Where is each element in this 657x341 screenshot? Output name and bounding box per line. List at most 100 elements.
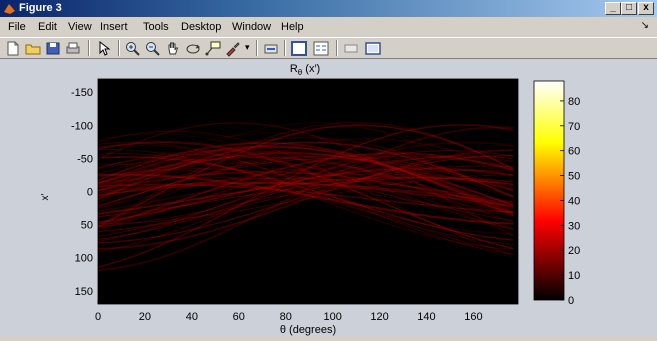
toolbar-separator xyxy=(284,40,286,56)
zoom-out-icon[interactable] xyxy=(144,40,162,57)
menu-window[interactable]: Window xyxy=(232,21,272,33)
sinogram-trace xyxy=(98,159,514,229)
sinogram-trace xyxy=(98,156,514,238)
close-button[interactable]: x xyxy=(638,2,654,15)
sinogram-trace xyxy=(98,180,514,217)
minimize-button[interactable]: _ xyxy=(605,2,621,15)
colorbar-tick-label: 80 xyxy=(568,96,580,108)
menu-help[interactable]: Help xyxy=(281,21,304,33)
sinogram-trace xyxy=(98,153,514,231)
x-tick-label: 0 xyxy=(95,311,101,323)
print-icon[interactable] xyxy=(64,40,82,57)
sinogram-trace xyxy=(98,165,514,233)
sinogram-trace xyxy=(98,142,514,217)
sinogram-trace xyxy=(98,150,514,230)
sinogram-trace xyxy=(98,163,514,236)
x-tick-label: 40 xyxy=(186,311,198,323)
menu-desktop[interactable]: Desktop xyxy=(181,21,222,33)
link-icon[interactable] xyxy=(262,40,280,57)
sinogram-trace xyxy=(98,169,514,228)
x-axis: 0 20 40 60 80 100 120 140 160 xyxy=(95,300,483,323)
sinogram-trace xyxy=(98,177,514,218)
sinogram-trace xyxy=(98,155,514,230)
sinogram-trace xyxy=(98,141,514,253)
sinogram-trace xyxy=(98,126,514,216)
x-axis-label: θ (degrees) xyxy=(280,324,336,336)
brush-icon[interactable] xyxy=(224,40,242,57)
zoom-in-icon[interactable] xyxy=(124,40,142,57)
sinogram-trace xyxy=(98,122,514,226)
sinogram-trace xyxy=(98,161,514,216)
rotate-3d-icon[interactable] xyxy=(184,40,202,57)
colorbar[interactable] xyxy=(533,80,565,301)
sinogram-trace xyxy=(98,174,514,225)
colorbar-tick-label: 40 xyxy=(568,195,580,207)
sinogram-trace xyxy=(98,182,514,204)
sinogram-trace xyxy=(98,155,514,244)
sinogram-trace xyxy=(98,132,514,215)
sinogram-trace xyxy=(98,155,514,241)
sinogram-trace xyxy=(98,181,514,207)
sinogram-trace xyxy=(98,156,514,241)
legend-toggle-icon[interactable] xyxy=(312,40,330,57)
maximize-button[interactable]: □ xyxy=(621,2,637,15)
sinogram-trace xyxy=(98,141,514,250)
colorbar-tick-label: 0 xyxy=(568,295,574,307)
colorbar-tick-label: 30 xyxy=(568,220,580,232)
sinogram-trace xyxy=(98,122,514,237)
sinogram-trace xyxy=(98,142,514,249)
sinogram-trace xyxy=(98,177,514,203)
colorbar-toggle-icon[interactable] xyxy=(290,40,308,57)
heatmap-plot-area[interactable] xyxy=(98,79,518,304)
sinogram-trace xyxy=(98,138,514,226)
brush-dropdown-icon[interactable]: ▾ xyxy=(245,42,250,52)
menu-edit[interactable]: Edit xyxy=(38,21,57,33)
pan-hand-icon[interactable] xyxy=(164,40,182,57)
y-tick-label: 0 xyxy=(87,187,93,199)
menu-file[interactable]: File xyxy=(8,21,26,33)
sinogram-trace xyxy=(98,168,514,231)
hide-plot-tools-icon[interactable] xyxy=(342,40,360,57)
sinogram-trace xyxy=(98,149,514,250)
sinogram-trace xyxy=(98,150,514,210)
sinogram-trace xyxy=(98,141,514,200)
menu-insert[interactable]: Insert xyxy=(100,21,128,33)
y-tick-label: -50 xyxy=(77,153,93,165)
sinogram-trace xyxy=(98,176,514,215)
data-cursor-icon[interactable] xyxy=(204,40,222,57)
y-tick-label: 50 xyxy=(81,220,93,232)
menu-tools[interactable]: Tools xyxy=(143,21,169,33)
sinogram-trace xyxy=(98,171,514,208)
menu-dock-arrow-icon[interactable]: ↘ xyxy=(640,20,649,31)
new-file-icon[interactable] xyxy=(4,40,22,57)
sinogram-trace xyxy=(98,130,514,256)
sinogram-trace xyxy=(98,153,514,209)
show-plot-tools-icon[interactable] xyxy=(364,40,382,57)
sinogram-trace xyxy=(98,137,514,199)
sinogram-trace xyxy=(98,174,514,224)
colorbar-tick-label: 10 xyxy=(568,270,580,282)
sinogram-trace xyxy=(98,133,514,258)
y-axis: -150 -100 -50 0 50 100 150 xyxy=(71,87,102,298)
sinogram-trace xyxy=(98,144,514,252)
save-icon[interactable] xyxy=(44,40,62,57)
menu-view[interactable]: View xyxy=(68,21,92,33)
toolbar-separator xyxy=(118,40,120,56)
sinogram-trace xyxy=(98,173,514,225)
figure-canvas: Rθ (x′) 0 20 40 60 80 100 120 140 160 -150 -100 -5… xyxy=(0,59,657,336)
window-title: Figure 3 xyxy=(19,2,62,14)
colorbar-tick-label: 20 xyxy=(568,245,580,257)
open-folder-icon[interactable] xyxy=(24,40,42,57)
sinogram-trace xyxy=(98,181,514,207)
menu-bar: File Edit View Insert Tools Desktop Wind… xyxy=(0,17,657,37)
sinogram-trace xyxy=(98,183,514,213)
sinogram-trace xyxy=(98,122,514,204)
sinogram-trace xyxy=(98,173,514,214)
sinogram-trace xyxy=(98,156,514,215)
sinogram-trace xyxy=(98,177,514,215)
y-axis-label: x′ xyxy=(40,193,51,200)
pointer-icon[interactable] xyxy=(94,40,112,57)
colorbar-tick-label: 50 xyxy=(568,171,580,183)
sinogram-trace xyxy=(98,124,514,228)
x-tick-label: 160 xyxy=(464,311,482,323)
